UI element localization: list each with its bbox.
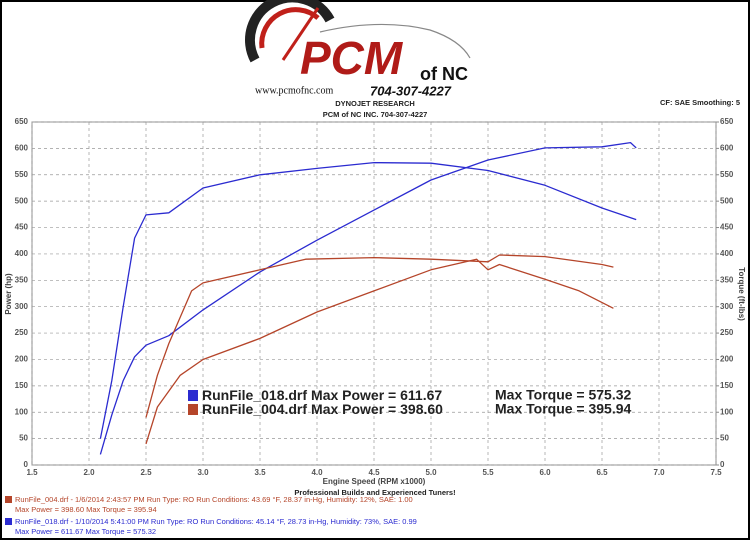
y-tick-label: 650 [15, 117, 29, 126]
plot-area [31, 121, 717, 466]
footer-max: Max Power = 611.67 Max Torque = 575.32 [15, 527, 156, 536]
y2-tick-label: 350 [720, 275, 734, 284]
legend-max-torque: Max Torque = 395.94 [495, 401, 632, 417]
footer-swatch [5, 496, 12, 503]
y2-axis-title: Torque (ft-lbs) [737, 267, 746, 321]
y2-tick-label: 400 [720, 249, 734, 258]
x-tick-label: 7.5 [710, 468, 722, 477]
y2-tick-label: 0 [720, 460, 725, 469]
footer-run: RunFile_018.drf - 1/10/2014 5:41:00 PM R… [15, 517, 417, 526]
x-tick-label: 2.0 [83, 468, 95, 477]
x-tick-label: 4.0 [311, 468, 323, 477]
logo-main: PCM [300, 32, 404, 84]
website: www.pcmofnc.com [255, 85, 333, 96]
curve [99, 141, 637, 455]
y-tick-label: 300 [15, 302, 29, 311]
brand: DYNOJET RESEARCH [335, 99, 415, 108]
y-tick-label: 450 [15, 223, 29, 232]
x-tick-label: 5.5 [482, 468, 494, 477]
y2-tick-label: 100 [720, 407, 734, 416]
settings: CF: SAE Smoothing: 5 [660, 98, 740, 107]
legend-swatch [188, 404, 198, 415]
y2-tick-label: 600 [720, 143, 734, 152]
y2-tick-label: 150 [720, 381, 734, 390]
y2-tick-label: 300 [720, 302, 734, 311]
logo-suffix: of NC [420, 64, 468, 84]
legend-name: RunFile_018.drf [202, 387, 307, 403]
shop: PCM of NC INC. 704-307-4227 [323, 110, 428, 119]
x-axis-title: Engine Speed (RPM x1000) [323, 477, 426, 486]
y-tick-label: 600 [15, 143, 29, 152]
footer-swatch [5, 518, 12, 525]
y2-tick-label: 450 [720, 223, 734, 232]
y-tick-label: 550 [15, 170, 29, 179]
curve [145, 258, 614, 445]
x-tick-label: 3.0 [197, 468, 209, 477]
x-tick-label: 3.5 [254, 468, 266, 477]
x-tick-label: 6.5 [596, 468, 608, 477]
y-tick-label: 250 [15, 328, 29, 337]
y-tick-label: 150 [15, 381, 29, 390]
y2-tick-label: 250 [720, 328, 734, 337]
x-tick-label: 5.0 [425, 468, 437, 477]
curve [99, 161, 637, 439]
y-tick-label: 400 [15, 249, 29, 258]
y-tick-label: 350 [15, 275, 29, 284]
y-tick-label: 200 [15, 355, 29, 364]
x-tick-label: 1.5 [26, 468, 38, 477]
x-tick-label: 2.5 [140, 468, 152, 477]
curve [145, 254, 614, 418]
x-tick-label: 7.0 [653, 468, 665, 477]
tagline: Professional Builds and Experienced Tune… [294, 488, 455, 497]
legend-name: RunFile_004.drf [202, 401, 307, 417]
footer-max: Max Power = 398.60 Max Torque = 395.94 [15, 505, 157, 514]
y-axis-title: Power (hp) [4, 273, 13, 315]
legend-max-torque: Max Torque = 575.32 [495, 387, 632, 403]
y-tick-label: 50 [19, 434, 28, 443]
logo-phone: 704-307-4227 [370, 83, 452, 98]
y2-tick-label: 500 [720, 196, 734, 205]
legend-swatch [188, 390, 198, 401]
legend-max-power: Max Power = 611.67 [311, 387, 442, 403]
footer-run: RunFile_004.drf - 1/6/2014 2:43:57 PM Ru… [15, 495, 413, 504]
y2-tick-label: 200 [720, 355, 734, 364]
y2-tick-label: 650 [720, 117, 734, 126]
legend-max-power: Max Power = 398.60 [311, 401, 443, 417]
y-tick-label: 500 [15, 196, 29, 205]
y-tick-label: 0 [24, 460, 29, 469]
y-tick-label: 100 [15, 407, 29, 416]
x-tick-label: 6.0 [539, 468, 551, 477]
legend-label: RunFile_018.drf Max Power = 611.67 [202, 387, 442, 403]
y2-tick-label: 50 [720, 434, 729, 443]
x-tick-label: 4.5 [368, 468, 380, 477]
legend-label: RunFile_004.drf Max Power = 398.60 [202, 401, 443, 417]
y2-tick-label: 550 [720, 170, 734, 179]
logo: PCM of NC 704-307-4227 www.pcmofnc.com [245, 0, 471, 98]
